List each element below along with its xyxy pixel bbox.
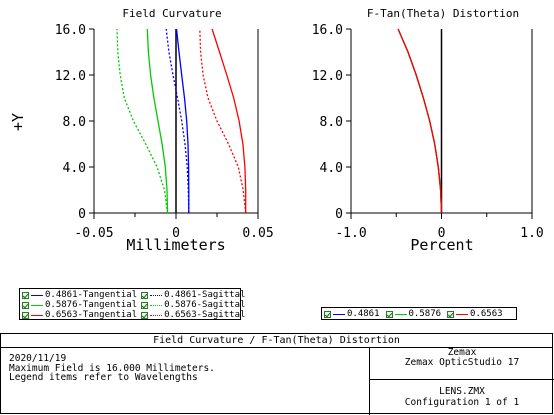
info-panel: Field Curvature / F-Tan(Theta) Distortio… (0, 333, 554, 415)
legend-item-0.6563[interactable]: 0.6563 (447, 309, 503, 319)
y-tick-label: 12.0 (312, 69, 343, 84)
series-line-0.4861-sagittal (165, 28, 190, 214)
info-vendor: Zemax (447, 347, 477, 358)
x-axis-label: Millimeters (126, 236, 225, 254)
plot-title: Field Curvature (122, 7, 221, 20)
info-date: 2020/11/19 (9, 353, 67, 364)
y-tick-label: 16.0 (312, 23, 343, 38)
legend-item-0.5876-tangential[interactable]: 0.5876-Tangential (22, 300, 137, 310)
info-file-box: LENS.ZMX Configuration 1 of 1 (369, 380, 554, 415)
plot-title: F-Tan(Theta) Distortion (367, 7, 519, 20)
info-config: Configuration 1 of 1 (404, 397, 520, 408)
series-line-0.4861 (397, 28, 443, 214)
info-max-field: Maximum Field is 16.000 Millimeters. (9, 362, 215, 374)
info-notes: 2020/11/19 Maximum Field is 16.000 Milli… (9, 354, 215, 383)
x-tick-label: -0.05 (74, 226, 113, 241)
series-line-0.5876-sagittal (116, 28, 169, 214)
series-line-0.6563-sagittal (199, 28, 247, 214)
checkbox-icon[interactable] (22, 301, 29, 309)
legend-item-0.6563-sagittal[interactable]: 0.6563-Sagittal (141, 310, 245, 320)
legend-item-0.4861-tangential[interactable]: 0.4861-Tangential (22, 290, 137, 300)
y-tick-label: 8.0 (320, 115, 343, 130)
info-legend-note: Legend items refer to Wavelengths (9, 372, 198, 383)
info-file: LENS.ZMX (439, 386, 485, 397)
x-tick-label: -1.0 (335, 226, 366, 241)
distortion-legend: 0.4861 0.5876 0.6563 (321, 307, 517, 320)
legend-item-0.4861[interactable]: 0.4861 (324, 309, 380, 319)
x-tick-label: 0 (172, 226, 180, 241)
series-line-0.6563 (397, 28, 443, 214)
y-tick-label: 4.0 (63, 161, 86, 176)
info-title: Field Curvature / F-Tan(Theta) Distortio… (1, 334, 552, 348)
legend-item-0.5876[interactable]: 0.5876 (385, 309, 441, 319)
checkbox-icon[interactable] (141, 311, 149, 319)
series-line-0.5876-tangential (146, 28, 169, 214)
y-axis-label: +Y (9, 113, 27, 131)
checkbox-icon[interactable] (22, 291, 29, 299)
y-tick-label: 8.0 (63, 115, 86, 130)
y-tick-label: 0 (78, 207, 86, 222)
checkbox-icon[interactable] (141, 301, 149, 309)
x-tick-label: 0.05 (242, 226, 273, 241)
checkbox-icon[interactable] (22, 311, 29, 319)
info-product: Zemax OpticStudio 17 (404, 357, 520, 368)
checkbox-icon[interactable] (324, 310, 331, 318)
checkbox-icon[interactable] (447, 310, 455, 318)
x-axis-label: Percent (410, 236, 473, 254)
series-line-0.4861-tangential (175, 28, 190, 213)
x-tick-label: 0 (438, 226, 446, 241)
y-tick-label: 12.0 (55, 69, 86, 84)
series-line-0.5876 (397, 28, 443, 214)
x-tick-label: 1.0 (520, 226, 543, 241)
field-curvature-legend: 0.4861-Tangential 0.5876-Tangential 0.65… (19, 288, 245, 320)
y-tick-label: 16.0 (55, 23, 86, 38)
legend-item-0.4861-sagittal[interactable]: 0.4861-Sagittal (141, 290, 245, 300)
info-vendor-box: Zemax Zemax OpticStudio 17 (369, 347, 554, 380)
field-curvature-plot: Field Curvature 0 4.0 8.0 12.0 16.0 -0.05 0 0.05… (9, 7, 274, 254)
y-tick-label: 0 (335, 207, 343, 222)
legend-item-0.6563-tangential[interactable]: 0.6563-Tangential (22, 310, 137, 320)
distortion-plot: F-Tan(Theta) Distortion 0 4.0 8.0 12.0 16.0 -1… (312, 7, 544, 254)
charts-area: Field Curvature 0 4.0 8.0 12.0 16.0 -0.05 0 0.05… (9, 7, 544, 254)
y-tick-label: 4.0 (320, 161, 343, 176)
legend-item-0.5876-sagittal[interactable]: 0.5876-Sagittal (141, 300, 245, 310)
series-line-0.6563-tangential (211, 28, 247, 213)
checkbox-icon[interactable] (385, 310, 393, 318)
checkbox-icon[interactable] (141, 291, 149, 299)
